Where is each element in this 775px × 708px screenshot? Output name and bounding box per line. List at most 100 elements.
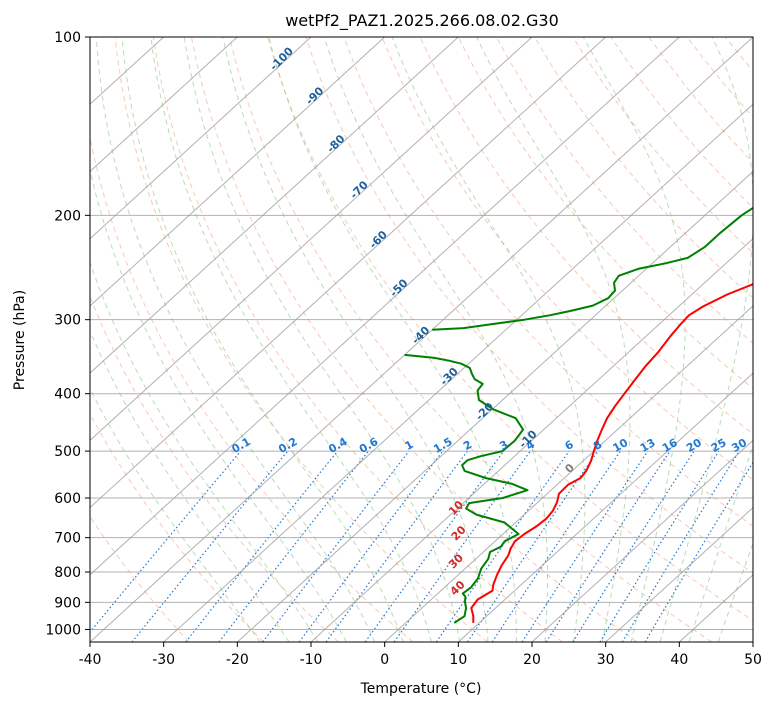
moist-adiabat <box>476 37 631 642</box>
x-tick-label: 40 <box>670 652 688 668</box>
y-tick-label: 200 <box>54 208 81 224</box>
isotherm-line <box>90 37 459 374</box>
y-axis-ticks: 100 200 300 400 500 600 700 800 900 1000 <box>45 30 90 638</box>
isotherm-line <box>531 439 753 642</box>
moist-adiabat <box>268 37 517 642</box>
dry-adiabat <box>114 37 488 642</box>
mixing-ratio-label: 1.5 <box>431 435 454 456</box>
mixing-ratio-line <box>90 450 242 633</box>
moist-adiabat <box>90 387 261 642</box>
isotherm-line <box>90 37 753 642</box>
isotherm-line <box>90 37 607 509</box>
mixing-ratio-line <box>599 450 720 642</box>
mixing-ratio-line <box>621 450 740 642</box>
isotherm-line <box>90 37 312 240</box>
mixing-ratio-line <box>435 450 570 642</box>
moist-adiabat <box>90 329 290 642</box>
dry-adiabat-label: -10 <box>516 427 539 450</box>
dry-adiabat <box>229 37 712 642</box>
mixing-ratio-line <box>325 450 468 642</box>
moist-adiabat-label: 30 <box>446 551 466 571</box>
x-axis-label: Temperature (°C) <box>360 681 482 697</box>
dry-adiabat <box>724 37 753 72</box>
x-tick-label: -10 <box>300 652 323 668</box>
moist-adiabat <box>150 37 432 642</box>
y-axis-label: Pressure (hPa) <box>12 290 28 390</box>
mixing-ratio-line <box>364 450 505 642</box>
dry-adiabat <box>305 37 753 574</box>
moist-adiabat <box>659 37 753 642</box>
x-tick-label: -20 <box>226 652 249 668</box>
dry-adiabat <box>267 37 753 622</box>
y-tick-label: 400 <box>54 387 81 403</box>
isotherm-line <box>236 170 753 642</box>
y-tick-label: 300 <box>54 313 81 329</box>
dry-adiabat-label: -80 <box>324 132 347 155</box>
dry-adiabat-label: -90 <box>303 84 326 107</box>
dry-adiabat <box>534 37 753 299</box>
dry-adiabat-label: -30 <box>438 365 461 388</box>
moist-adiabat <box>183 37 461 642</box>
x-axis-ticks: -40 -30 -20 -10 0 10 20 30 40 50 <box>79 642 762 668</box>
y-tick-label: 1000 <box>45 622 81 638</box>
mixing-ratio-label: 16 <box>660 436 680 455</box>
mixing-ratio-line <box>466 450 599 642</box>
mixing-ratio-line <box>298 450 444 642</box>
isotherm-line <box>310 237 753 642</box>
mixing-ratio-line <box>131 450 289 642</box>
moist-adiabat <box>582 37 686 642</box>
dry-adiabat <box>457 37 753 389</box>
y-tick-label: 800 <box>54 565 81 581</box>
profile-lines <box>404 206 753 624</box>
y-tick-label: 500 <box>54 444 81 460</box>
isotherm-line <box>90 37 238 173</box>
plot-frame <box>89 36 754 643</box>
isotherm-line <box>90 37 533 442</box>
dry-adiabat <box>90 295 339 642</box>
x-tick-label: 50 <box>744 652 762 668</box>
y-tick-label: 700 <box>54 531 81 547</box>
isotherm-line <box>384 305 753 642</box>
isotherm-line <box>90 37 680 576</box>
dry-adiabat-label: -20 <box>473 400 496 423</box>
profile-series-1 <box>404 353 529 624</box>
dry-adiabat-label: -60 <box>367 228 390 251</box>
mixing-ratio-line <box>218 450 369 642</box>
isotherm-line <box>752 641 753 642</box>
x-tick-label: -40 <box>79 652 102 668</box>
y-tick-label: 100 <box>54 30 81 46</box>
mixing-ratio-line <box>521 450 649 642</box>
moist-adiabat-label: 10 <box>446 498 466 518</box>
dry-adiabat-label: -40 <box>409 324 432 347</box>
mixing-ratio-label: 30 <box>729 436 749 455</box>
mixing-ratio-label: 20 <box>684 436 704 455</box>
moist-adiabat <box>391 37 586 642</box>
mixing-ratio-label: 0.4 <box>326 435 350 456</box>
moist-adiabat <box>90 260 319 642</box>
x-tick-label: 10 <box>449 652 467 668</box>
chart-title: wetPf2_PAZ1.2025.266.08.02.G30 <box>285 11 559 31</box>
x-tick-label: 20 <box>523 652 541 668</box>
moist-adiabat <box>95 37 376 642</box>
background-lines <box>90 37 775 642</box>
moist-adiabat <box>90 167 347 642</box>
mixing-ratio-line <box>572 450 695 642</box>
mixing-ratio-line <box>545 450 671 642</box>
dry-adiabat <box>686 37 753 118</box>
mixing-ratio-line <box>491 450 621 642</box>
mixing-ratio-line <box>262 450 410 642</box>
dry-adiabat <box>152 37 563 642</box>
mixing-ratio-line <box>644 461 753 642</box>
mixing-ratio-label: 0.2 <box>276 435 299 456</box>
isotherm-line <box>90 37 386 307</box>
x-tick-label: 0 <box>380 652 389 668</box>
mixing-ratio-label: 13 <box>638 436 658 455</box>
y-tick-label: 900 <box>54 595 81 611</box>
moist-adiabat <box>323 37 548 642</box>
x-tick-label: -30 <box>152 652 175 668</box>
mixing-ratio-label: 25 <box>709 436 729 455</box>
moist-adiabat <box>121 37 404 642</box>
profile-series-2 <box>432 206 753 331</box>
dry-adiabat <box>763 37 775 642</box>
